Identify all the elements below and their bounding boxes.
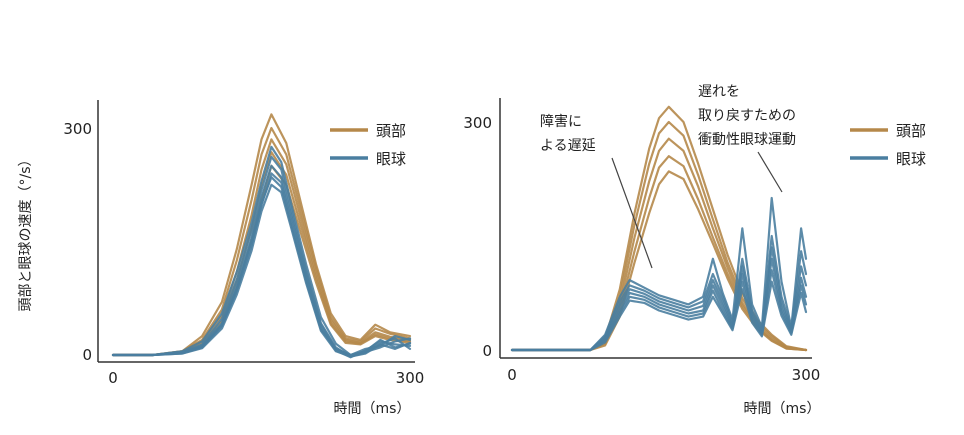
annotation-catchup: 遅れを 取り戻すための 衝動性眼球運動 bbox=[698, 84, 796, 193]
chart-left-eye-trace-2 bbox=[111, 155, 412, 358]
chart-left-head-trace-1 bbox=[111, 113, 412, 357]
chart-right-eye-trace-2 bbox=[510, 234, 808, 352]
chart-left-eye-trace-3 bbox=[111, 164, 412, 357]
chart-left-legend-eye-label: 眼球 bbox=[376, 150, 406, 168]
chart-left-head-trace-2 bbox=[111, 126, 412, 357]
chart-left-y-tick-0: 0 bbox=[82, 346, 92, 364]
chart-right-y-tick-300: 300 bbox=[463, 114, 492, 132]
chart-left-x-tick-0: 0 bbox=[108, 369, 118, 387]
annotation-delay-pointer bbox=[611, 157, 653, 269]
chart-right-eye-trace-1 bbox=[510, 196, 808, 352]
chart-right-x-axis-title: 時間（ms） bbox=[744, 401, 821, 417]
chart-left: 300 0 0 300 時間（ms） 頭部 眼球 bbox=[63, 100, 424, 417]
chart-right: 300 0 0 300 時間（ms） 頭部 眼球 障害に よる遅延 遅れを 取り… bbox=[463, 84, 926, 417]
chart-right-eye-trace-3 bbox=[510, 246, 808, 352]
chart-right-legend-head-label: 頭部 bbox=[896, 122, 926, 140]
annotation-delay-line-2: よる遅延 bbox=[540, 138, 596, 154]
chart-left-eye-trace-6 bbox=[111, 183, 412, 358]
chart-left-series bbox=[111, 113, 412, 359]
chart-right-legend: 頭部 眼球 bbox=[850, 122, 926, 168]
chart-left-head-trace-3 bbox=[111, 138, 412, 357]
annotation-delay: 障害に よる遅延 bbox=[540, 114, 653, 269]
chart-left-eye-trace-5 bbox=[111, 176, 412, 357]
chart-left-eye-trace-1 bbox=[111, 145, 412, 357]
chart-left-legend-head-label: 頭部 bbox=[376, 122, 406, 140]
chart-left-y-tick-300: 300 bbox=[63, 120, 92, 138]
annotation-delay-line-1: 障害に bbox=[540, 114, 582, 130]
chart-right-eye-trace-5 bbox=[510, 269, 808, 352]
annotation-catchup-line-3: 衝動性眼球運動 bbox=[698, 132, 796, 148]
annotation-catchup-line-2: 取り戻すための bbox=[698, 108, 796, 124]
chart-right-x-tick-300: 300 bbox=[792, 366, 821, 384]
chart-left-x-axis-title: 時間（ms） bbox=[334, 401, 411, 417]
shared-y-axis-title: 頭部と眼球の速度（°/s） bbox=[18, 152, 34, 311]
annotation-catchup-line-1: 遅れを bbox=[698, 84, 740, 100]
chart-left-legend: 頭部 眼球 bbox=[330, 122, 406, 168]
chart-right-legend-eye-label: 眼球 bbox=[896, 150, 926, 168]
chart-right-eye-trace-6 bbox=[510, 280, 808, 352]
chart-right-x-tick-0: 0 bbox=[507, 366, 517, 384]
chart-right-y-tick-0: 0 bbox=[482, 342, 492, 360]
chart-left-x-tick-300: 300 bbox=[396, 369, 425, 387]
annotation-catchup-pointer bbox=[757, 151, 783, 193]
chart-right-series bbox=[510, 105, 808, 352]
